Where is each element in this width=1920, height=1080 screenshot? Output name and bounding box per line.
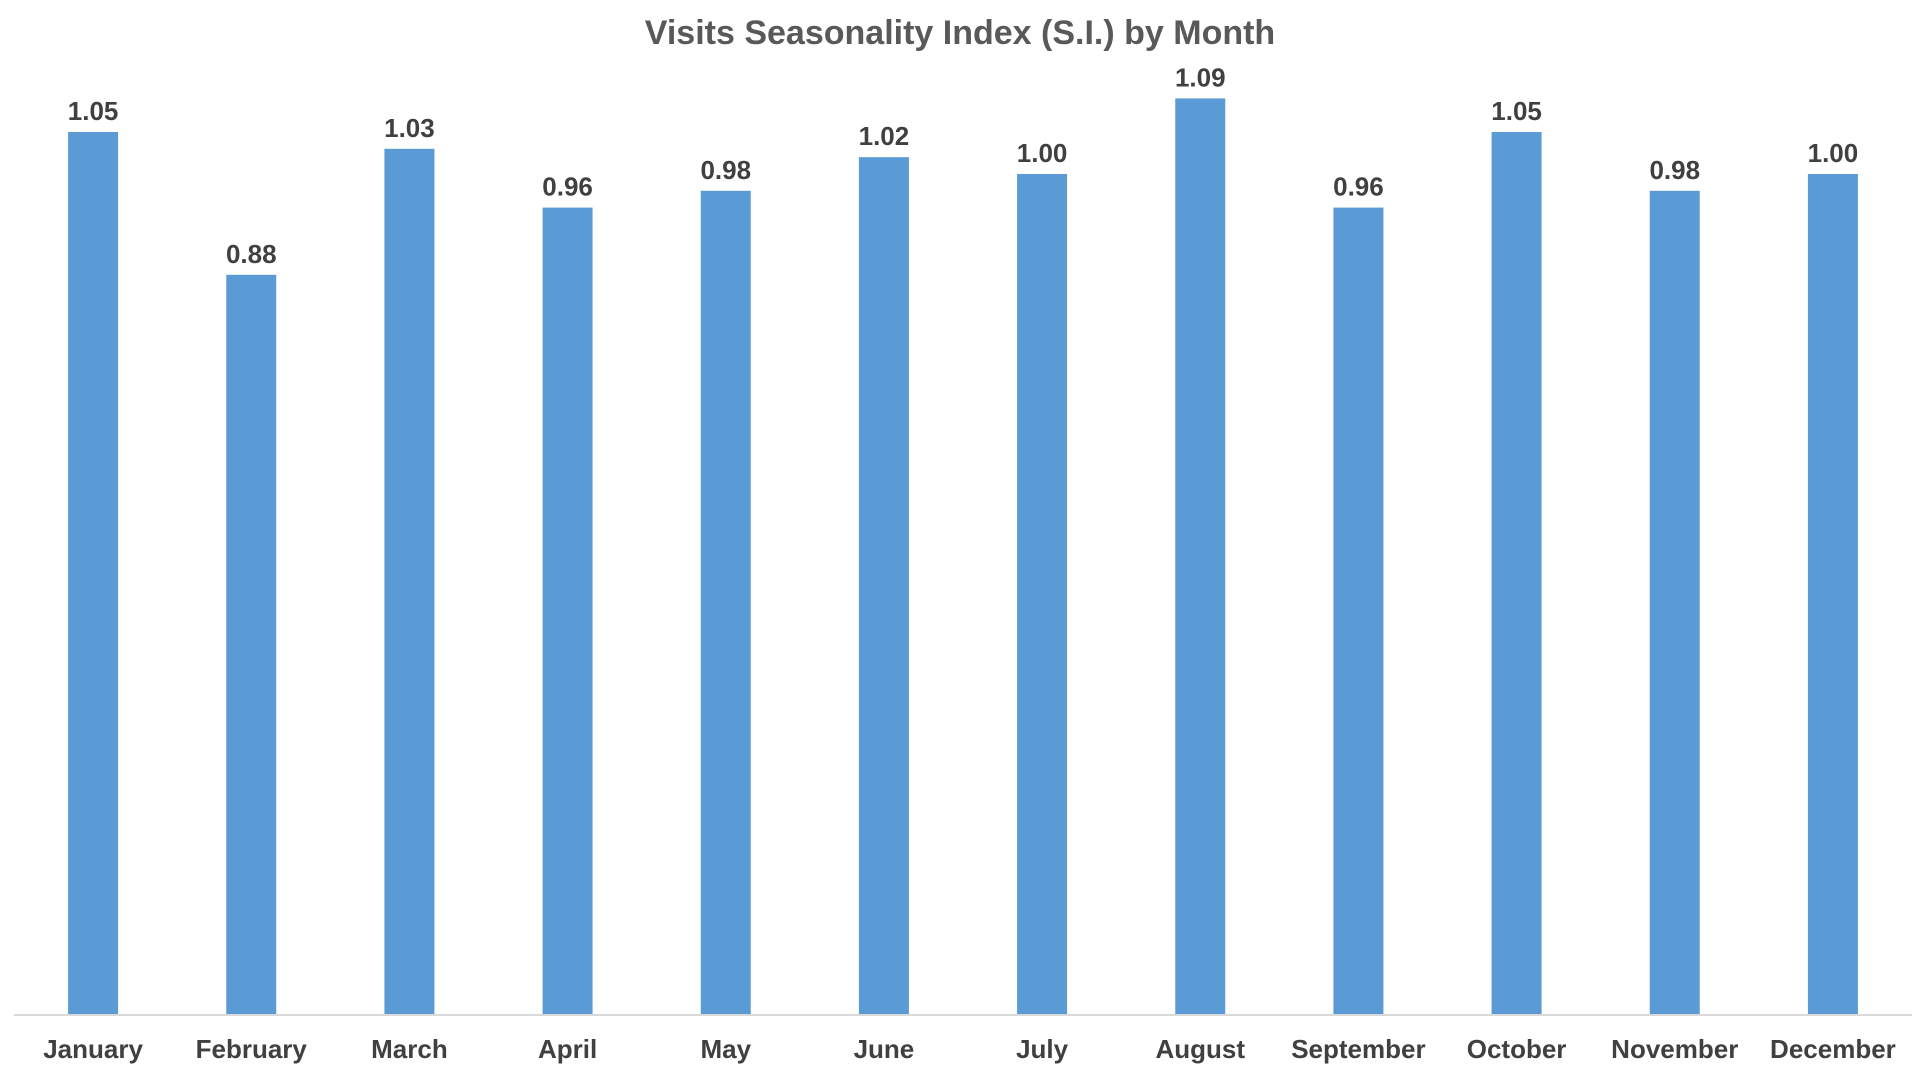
data-labels-layer: 1.05 0.88 1.03 0.96 0.98 1.02 1.00 1.09 0.96 1.05… <box>68 62 1858 268</box>
bar-june <box>858 157 909 1014</box>
bar-december <box>1807 174 1858 1014</box>
data-label-july: 1.00 <box>1017 138 1068 168</box>
x-tick-label-november: November <box>1611 1034 1738 1064</box>
data-label-may: 0.98 <box>700 155 751 185</box>
data-label-september: 0.96 <box>1333 172 1384 202</box>
bar-july <box>1017 174 1068 1014</box>
data-label-october: 1.05 <box>1491 96 1542 126</box>
x-tick-label-april: April <box>538 1034 597 1064</box>
x-tick-label-september: September <box>1291 1034 1425 1064</box>
x-tick-label-june: June <box>854 1034 915 1064</box>
bar-january <box>68 132 119 1014</box>
bar-november <box>1649 190 1700 1015</box>
data-label-february: 0.88 <box>226 239 277 269</box>
x-tick-label-may: May <box>700 1034 751 1064</box>
bar-march <box>384 148 435 1015</box>
data-label-august: 1.09 <box>1175 62 1226 92</box>
data-label-june: 1.02 <box>859 121 910 151</box>
bar-may <box>700 190 751 1015</box>
bar-february <box>226 274 277 1014</box>
data-label-december: 1.00 <box>1808 138 1859 168</box>
data-label-november: 0.98 <box>1649 155 1700 185</box>
data-label-april: 0.96 <box>542 172 593 202</box>
x-tick-label-february: February <box>196 1034 308 1064</box>
x-tick-labels-layer: January February March April May June July Augu… <box>43 1034 1896 1064</box>
bar-april <box>542 207 593 1015</box>
bar-october <box>1491 132 1542 1014</box>
x-tick-label-december: December <box>1770 1034 1896 1064</box>
bar-september <box>1333 207 1384 1015</box>
data-label-march: 1.03 <box>384 113 435 143</box>
bars-layer <box>68 98 1858 1015</box>
x-tick-label-january: January <box>43 1034 143 1064</box>
chart-title: Visits Seasonality Index (S.I.) by Month <box>644 14 1276 52</box>
x-tick-label-october: October <box>1467 1034 1567 1064</box>
x-tick-label-august: August <box>1155 1034 1245 1064</box>
data-label-january: 1.05 <box>68 96 119 126</box>
x-tick-label-march: March <box>371 1034 448 1064</box>
bar-august <box>1175 98 1226 1014</box>
x-tick-label-july: July <box>1016 1034 1069 1064</box>
